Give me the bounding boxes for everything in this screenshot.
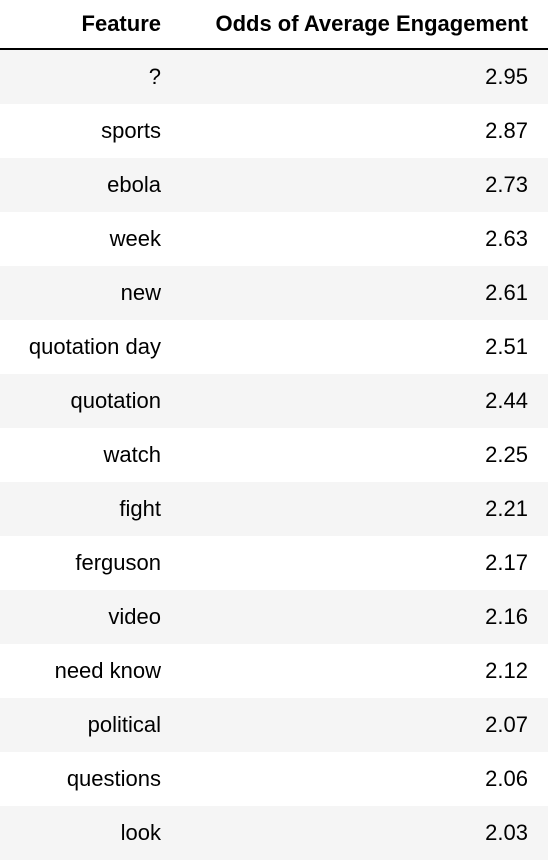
feature-cell: sports bbox=[101, 118, 161, 143]
table-row: questions 2.06 bbox=[0, 752, 548, 806]
table-row: look 2.03 bbox=[0, 806, 548, 860]
odds-cell: 2.95 bbox=[485, 64, 528, 89]
table-row: video 2.16 bbox=[0, 590, 548, 644]
odds-cell: 2.17 bbox=[485, 550, 528, 575]
odds-cell: 2.16 bbox=[485, 604, 528, 629]
header-feature: Feature bbox=[0, 0, 172, 50]
feature-cell: ferguson bbox=[75, 550, 161, 575]
odds-cell: 2.87 bbox=[485, 118, 528, 143]
table-row: quotation day 2.51 bbox=[0, 320, 548, 374]
table-body: ? 2.95 sports 2.87 ebola 2.73 week 2.63 new 2.61 q… bbox=[0, 49, 548, 860]
feature-cell: need know bbox=[54, 658, 161, 683]
feature-cell: ? bbox=[148, 64, 161, 89]
odds-cell: 2.63 bbox=[485, 226, 528, 251]
feature-cell: watch bbox=[103, 442, 161, 467]
table-row: week 2.63 bbox=[0, 212, 548, 266]
odds-cell: 2.25 bbox=[485, 442, 528, 467]
feature-cell: week bbox=[109, 226, 161, 251]
odds-cell: 2.44 bbox=[485, 388, 528, 413]
odds-cell: 2.21 bbox=[485, 496, 528, 521]
feature-cell: ebola bbox=[107, 172, 161, 197]
table-row: ? 2.95 bbox=[0, 49, 548, 104]
table-row: ebola 2.73 bbox=[0, 158, 548, 212]
table-row: watch 2.25 bbox=[0, 428, 548, 482]
odds-cell: 2.12 bbox=[485, 658, 528, 683]
odds-cell: 2.51 bbox=[485, 334, 528, 359]
feature-cell: quotation bbox=[70, 388, 161, 413]
table-row: new 2.61 bbox=[0, 266, 548, 320]
table-row: quotation 2.44 bbox=[0, 374, 548, 428]
odds-cell: 2.03 bbox=[485, 820, 528, 845]
table-row: ferguson 2.17 bbox=[0, 536, 548, 590]
odds-cell: 2.07 bbox=[485, 712, 528, 737]
odds-cell: 2.61 bbox=[485, 280, 528, 305]
feature-cell: quotation day bbox=[28, 334, 161, 359]
feature-cell: look bbox=[120, 820, 161, 845]
odds-cell: 2.06 bbox=[485, 766, 528, 791]
odds-cell: 2.73 bbox=[485, 172, 528, 197]
feature-cell: video bbox=[108, 604, 161, 629]
table-row: need know 2.12 bbox=[0, 644, 548, 698]
feature-cell: questions bbox=[66, 766, 161, 791]
table-row: fight 2.21 bbox=[0, 482, 548, 536]
feature-cell: fight bbox=[119, 496, 161, 521]
feature-cell: new bbox=[120, 280, 161, 305]
table-header: Feature Odds of Average Engagement bbox=[0, 0, 548, 50]
feature-cell: political bbox=[87, 712, 161, 737]
header-odds: Odds of Average Engagement bbox=[172, 0, 548, 50]
header-row: Feature Odds of Average Engagement bbox=[0, 0, 548, 50]
table-row: sports 2.87 bbox=[0, 104, 548, 158]
table-row: political 2.07 bbox=[0, 698, 548, 752]
